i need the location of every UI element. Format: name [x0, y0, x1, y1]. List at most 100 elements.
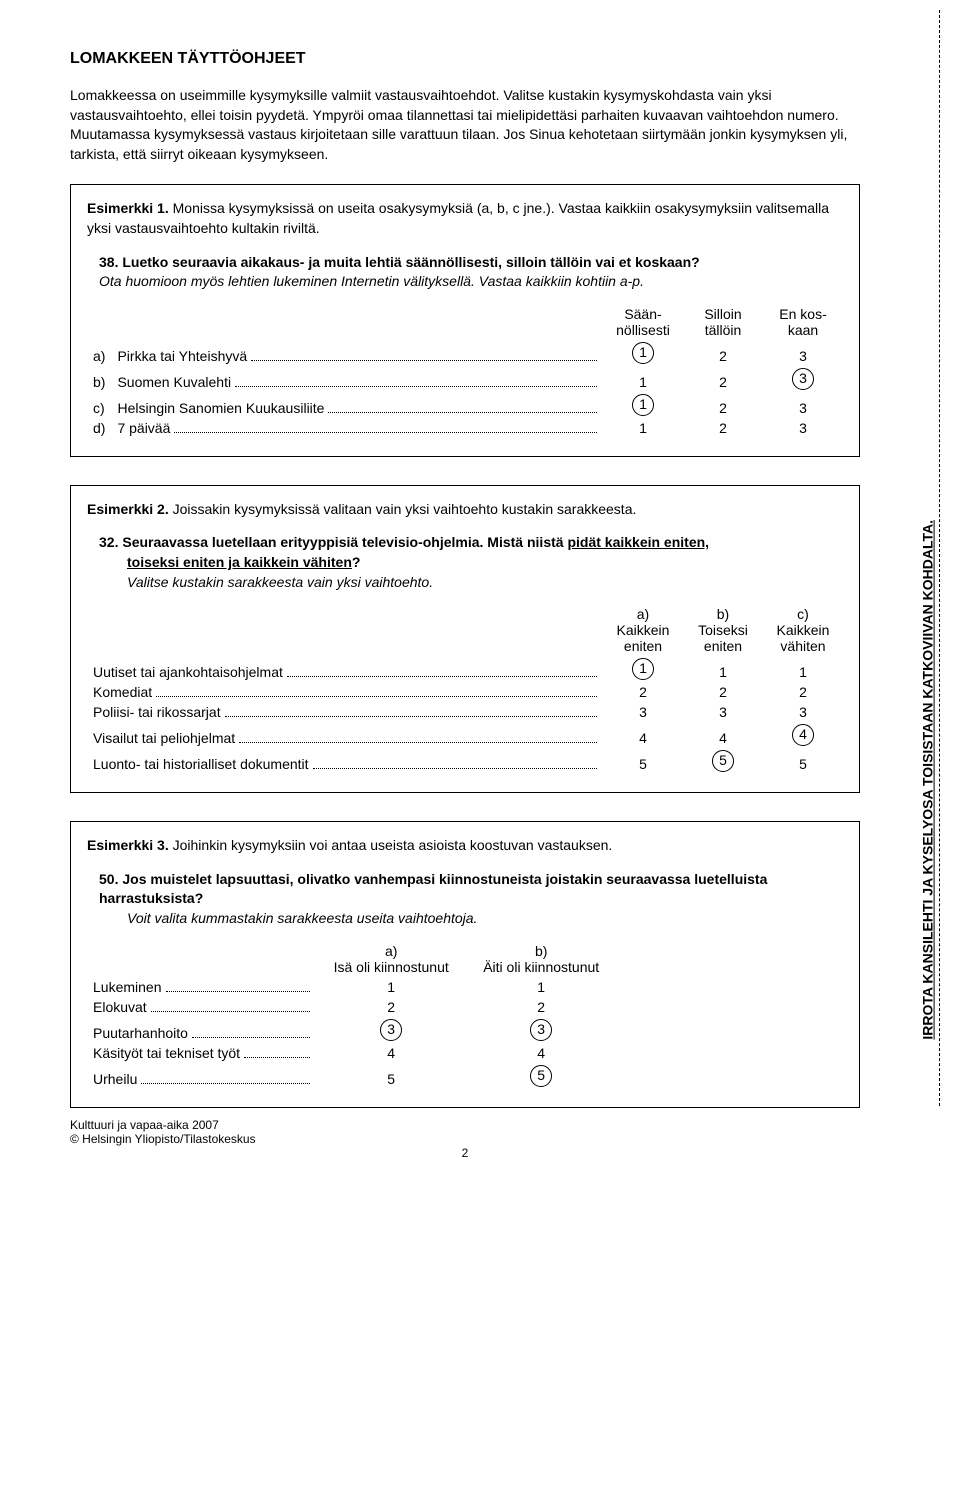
option-cell[interactable]: 3 [763, 702, 843, 722]
footer: Kulttuuri ja vapaa-aika 2007 © Helsingin… [70, 1118, 860, 1146]
option-cell[interactable]: 2 [603, 682, 683, 702]
option-cell[interactable]: 1 [763, 656, 843, 682]
option-cell[interactable]: 2 [316, 997, 466, 1017]
q50-instr: Voit valita kummastakin sarakkeesta usei… [127, 910, 477, 926]
table-row: Urheilu55 [87, 1063, 616, 1089]
table-row: Käsityöt tai tekniset työt44 [87, 1043, 616, 1063]
example-3-text: Joihinkin kysymyksiin voi antaa useista … [173, 837, 613, 853]
row-item: Käsityöt tai tekniset työt [87, 1043, 316, 1063]
q32-instr: Valitse kustakin sarakkeesta vain yksi v… [127, 574, 433, 590]
example-2-head: Esimerkki 2. Joissakin kysymyksissä vali… [87, 500, 843, 520]
option-cell[interactable]: 1 [316, 977, 466, 997]
circled-option: 3 [530, 1019, 552, 1041]
q38-col-0: Sään-nöllisesti [603, 304, 683, 340]
q32-num: 32. [99, 534, 118, 550]
row-item: Urheilu [87, 1063, 316, 1089]
q38-table: Sään-nöllisestiSillointällöinEn kos-kaan… [87, 304, 843, 438]
example-3-head: Esimerkki 3. Joihinkin kysymyksiin voi a… [87, 836, 843, 856]
q38-block: 38. Luetko seuraavia aikakaus- ja muita … [99, 253, 843, 292]
option-cell[interactable]: 2 [683, 392, 763, 418]
option-cell[interactable]: 3 [763, 392, 843, 418]
example-1-head: Esimerkki 1. Monissa kysymyksissä on use… [87, 199, 843, 238]
row-item: 7 päivää [111, 418, 603, 438]
q32-title-u2: toiseksi eniten ja kaikkein vähiten [127, 554, 352, 570]
table-row: Lukeminen11 [87, 977, 616, 997]
option-cell[interactable]: 5 [316, 1063, 466, 1089]
option-cell[interactable]: 2 [683, 682, 763, 702]
q38-col-1: Sillointällöin [683, 304, 763, 340]
table-row: Poliisi- tai rikossarjat333 [87, 702, 843, 722]
q38-num: 38. [99, 254, 118, 270]
q38-instr: Ota huomioon myös lehtien lukeminen Inte… [99, 273, 644, 289]
q32-block: 32. Seuraavassa luetellaan erityyppisiä … [99, 533, 843, 592]
example-1-lead: Esimerkki 1. [87, 200, 169, 216]
q32-table: a)Kaikkeinenitenb)Toiseksienitenc)Kaikke… [87, 604, 843, 774]
row-item: Lukeminen [87, 977, 316, 997]
q38-thead: Sään-nöllisestiSillointällöinEn kos-kaan [87, 304, 843, 340]
q32-col-1: b)Toiseksieniten [683, 604, 763, 656]
option-cell[interactable]: 3 [763, 366, 843, 392]
option-cell[interactable]: 1 [603, 340, 683, 366]
row-item: Luonto- tai historialliset dokumentit [87, 748, 603, 774]
row-item: Poliisi- tai rikossarjat [87, 702, 603, 722]
option-cell[interactable]: 1 [603, 656, 683, 682]
option-cell[interactable]: 4 [466, 1043, 616, 1063]
q50-table: a)Isä oli kiinnostunutb)Äiti oli kiinnos… [87, 941, 616, 1089]
q32-col-2: c)Kaikkeinvähiten [763, 604, 843, 656]
example-3-lead: Esimerkki 3. [87, 837, 169, 853]
table-row: Visailut tai peliohjelmat444 [87, 722, 843, 748]
q32-title1: Seuraavassa luetellaan erityyppisiä tele… [122, 534, 567, 550]
option-cell[interactable]: 4 [763, 722, 843, 748]
option-cell[interactable]: 4 [603, 722, 683, 748]
circled-option: 1 [632, 658, 654, 680]
q50-title: Jos muistelet lapsuuttasi, olivatko vanh… [99, 871, 767, 907]
option-cell[interactable]: 1 [603, 392, 683, 418]
q32-col-0: a)Kaikkeineniten [603, 604, 683, 656]
table-row: b)Suomen Kuvalehti12 3 [87, 366, 843, 392]
footer-line2: © Helsingin Yliopisto/Tilastokeskus [70, 1132, 860, 1146]
q38-tbody: a)Pirkka tai Yhteishyvä123b)Suomen Kuval… [87, 340, 843, 438]
table-row: Luonto- tai historialliset dokumentit555 [87, 748, 843, 774]
circled-option: 4 [792, 724, 814, 746]
row-item: Puutarhanhoito [87, 1017, 316, 1043]
q32-title-q: ? [352, 554, 361, 570]
q50-tbody: Lukeminen11Elokuvat22Puutarhanhoito33Käs… [87, 977, 616, 1089]
option-cell[interactable]: 3 [603, 702, 683, 722]
page: LOMAKKEEN TÄYTTÖOHJEET Lomakkeessa on us… [0, 0, 960, 1166]
option-cell[interactable]: 2 [683, 366, 763, 392]
page-title: LOMAKKEEN TÄYTTÖOHJEET [70, 50, 860, 68]
option-cell[interactable]: 5 [683, 748, 763, 774]
table-row: a)Pirkka tai Yhteishyvä123 [87, 340, 843, 366]
option-cell[interactable]: 2 [466, 997, 616, 1017]
option-cell[interactable]: 4 [316, 1043, 466, 1063]
q38-title: Luetko seuraavia aikakaus- ja muita leht… [122, 254, 699, 270]
option-cell[interactable]: 3 [763, 418, 843, 438]
option-cell[interactable]: 3 [466, 1017, 616, 1043]
option-cell[interactable]: 5 [603, 748, 683, 774]
example-3-box: Esimerkki 3. Joihinkin kysymyksiin voi a… [70, 821, 860, 1107]
option-cell[interactable]: 1 [603, 418, 683, 438]
table-row: Komediat222 [87, 682, 843, 702]
option-cell[interactable]: 5 [466, 1063, 616, 1089]
option-cell[interactable]: 3 [763, 340, 843, 366]
circled-option: 5 [530, 1065, 552, 1087]
option-cell[interactable]: 3 [683, 702, 763, 722]
row-item: Elokuvat [87, 997, 316, 1017]
example-2-box: Esimerkki 2. Joissakin kysymyksissä vali… [70, 485, 860, 793]
row-item: Pirkka tai Yhteishyvä [111, 340, 603, 366]
option-cell[interactable]: 1 [683, 656, 763, 682]
row-item: Suomen Kuvalehti [111, 366, 603, 392]
option-cell[interactable]: 5 [763, 748, 843, 774]
option-cell[interactable]: 2 [683, 418, 763, 438]
circled-option: 3 [792, 368, 814, 390]
option-cell[interactable]: 2 [683, 340, 763, 366]
option-cell[interactable]: 4 [683, 722, 763, 748]
table-row: d)7 päivää123 [87, 418, 843, 438]
q32-title-u1: pidät kaikkein eniten, [567, 534, 709, 550]
row-label: d) [87, 418, 111, 438]
row-label: b) [87, 366, 111, 392]
option-cell[interactable]: 2 [763, 682, 843, 702]
option-cell[interactable]: 3 [316, 1017, 466, 1043]
option-cell[interactable]: 1 [466, 977, 616, 997]
option-cell[interactable]: 1 [603, 366, 683, 392]
